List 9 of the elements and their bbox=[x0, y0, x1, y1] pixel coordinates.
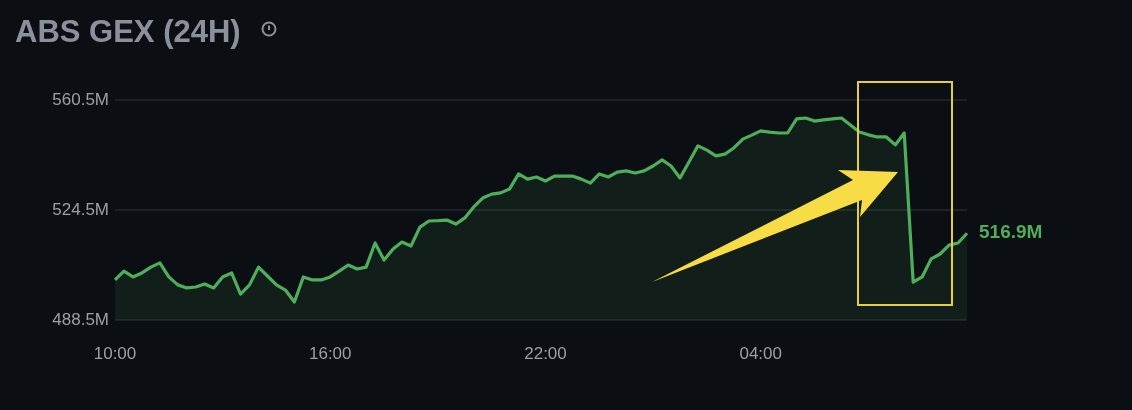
x-tick-label: 16:00 bbox=[308, 343, 352, 363]
y-tick-label: 488.5M bbox=[52, 309, 109, 329]
y-tick-label: 560.5M bbox=[52, 89, 109, 109]
text: 516.9M bbox=[979, 221, 1043, 243]
chart-title: ABS GEX (24H) bbox=[15, 14, 241, 50]
x-tick-label: 10:00 bbox=[93, 343, 137, 363]
x-tick-label: 04:00 bbox=[739, 343, 782, 363]
y-tick-label: 524.5M bbox=[52, 199, 109, 219]
x-tick-label: 22:00 bbox=[524, 343, 567, 363]
